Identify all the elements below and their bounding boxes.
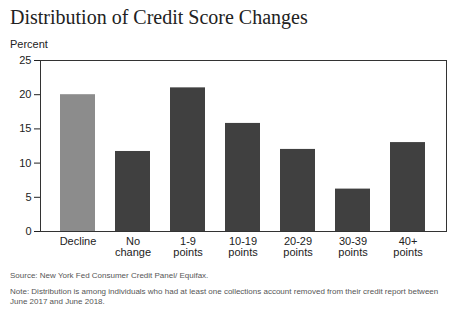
svg-text:Nochange: Nochange <box>115 235 151 258</box>
svg-text:0: 0 <box>25 225 31 237</box>
svg-text:25: 25 <box>19 54 31 66</box>
svg-text:10: 10 <box>19 157 31 169</box>
svg-text:10-19points: 10-19points <box>228 235 258 258</box>
svg-text:Decline: Decline <box>60 235 97 247</box>
html-text:Percent: Percent <box>10 38 48 50</box>
svg-text:20-29points: 20-29points <box>283 235 313 258</box>
svg-text:1-9points: 1-9points <box>173 235 203 258</box>
svg-text:30-39points: 30-39points <box>338 235 368 258</box>
html-text:Note: Distribution is among in: Note: Distribution is among individuals … <box>10 287 439 306</box>
svg-text:40+points: 40+points <box>393 235 423 258</box>
html-text:Source: New York Fed Consumer: Source: New York Fed Consumer Credit Pan… <box>10 271 209 280</box>
svg-text:20: 20 <box>19 88 31 100</box>
svg-text:15: 15 <box>19 122 31 134</box>
html-text:Distribution of Credit Score C: Distribution of Credit Score Changes <box>10 6 308 28</box>
svg-text:5: 5 <box>25 191 31 203</box>
